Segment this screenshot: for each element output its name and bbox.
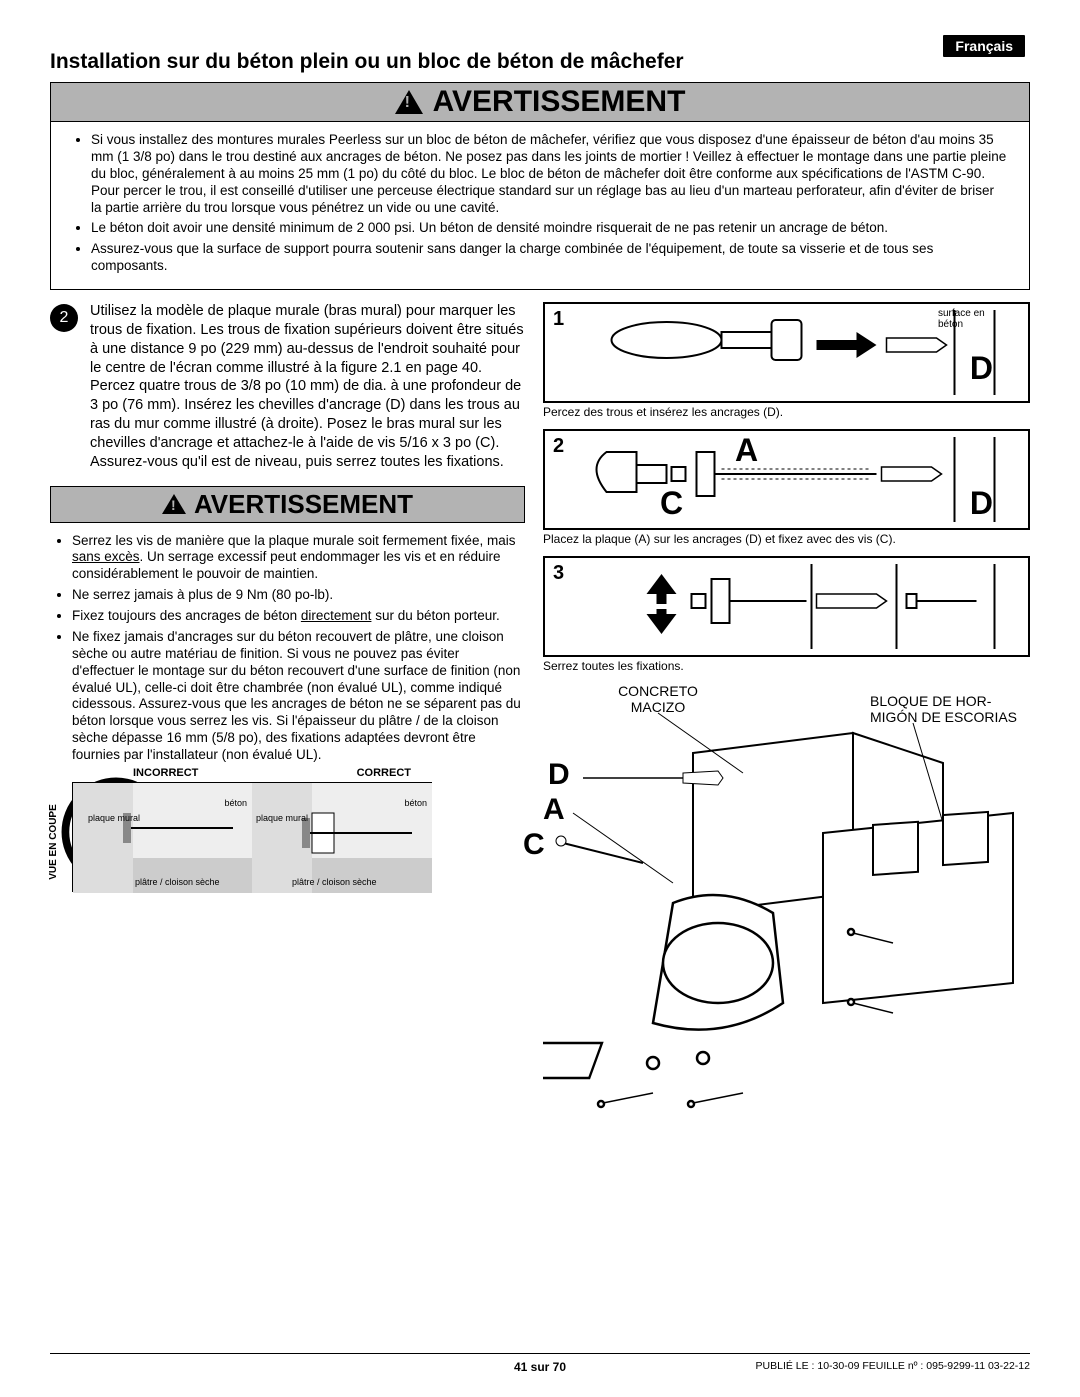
surface-label: surface en béton [938,308,993,330]
lower-diagram: CONCRETO MACIZO BLOQUE DE HOR-MIGÓN DE E… [543,683,1030,1123]
anno-beton: béton [224,798,247,808]
fig3-caption: Serrez toutes les fixations. [543,659,1030,673]
publication-info: PUBLIÉ LE : 10-30-09 FEUILLE nº : 095-92… [756,1360,1030,1372]
warning-item: Ne fixez jamais d'ancrages sur du béton … [72,629,525,764]
correct-panel: CORRECT plaque mural béton plâtre / cloi… [252,782,432,892]
figure-3: 3 [543,556,1030,657]
warning-bar-1: AVERTISSEMENT [50,82,1030,122]
warning-box-1: Si vous installez des montures murales P… [50,122,1030,290]
warning-bar-2: AVERTISSEMENT [50,486,525,523]
warning-item: Assurez-vous que la surface de support p… [91,241,1007,275]
language-badge: Français [943,35,1025,57]
fig2-caption: Placez la plaque (A) sur les ancrages (D… [543,532,1030,546]
page-number: 41 sur 70 [514,1360,566,1374]
letter-d: D [970,485,993,522]
letter-a: A [735,432,758,469]
figure-1: 1 surface en bét [543,302,1030,403]
page-footer: 41 sur 70 PUBLIÉ LE : 10-30-09 FEUILLE n… [50,1353,1030,1372]
anno-platre: plâtre / cloison sèche [292,877,377,887]
letter-c: C [523,828,545,862]
step-text: Utilisez la modèle de plaque murale (bra… [90,302,525,472]
incorrect-panel: INCORRECT plaque mural [72,782,252,892]
correct-label: CORRECT [357,767,411,779]
warning-icon [395,90,423,114]
letter-c: C [660,485,683,522]
main-title: Installation sur du béton plein ou un bl… [50,50,1030,74]
warning-box-2: Serrez les vis de manière que la plaque … [50,523,525,764]
step-number: 2 [50,304,78,332]
warning-item: Serrez les vis de manière que la plaque … [72,533,525,584]
letter-d: D [970,350,993,387]
warning-item: Fixez toujours des ancrages de béton dir… [72,608,525,625]
fig1-caption: Percez des trous et insérez les ancrages… [543,405,1030,419]
anno-beton: béton [404,798,427,808]
figure-2: 2 [543,429,1030,530]
warning-item: Si vous installez des montures murales P… [91,132,1007,216]
anno-plaque: plaque mural [88,813,140,823]
anno-platre: plâtre / cloison sèche [135,877,220,887]
vertical-label: VUE EN COUPE [48,782,59,902]
warning-label: AVERTISSEMENT [194,489,413,520]
warning-label: AVERTISSEMENT [433,85,686,119]
warning-icon [162,494,186,514]
step-2-block: 2 Utilisez la modèle de plaque murale (b… [50,302,525,472]
warning-item: Le béton doit avoir une densité minimum … [91,220,1007,237]
warning-item: Ne serrez jamais à plus de 9 Nm (80 po-l… [72,587,525,604]
anno-plaque: plaque mural [256,813,308,823]
cross-section-diagram: VUE EN COUPE INCORRECT [50,782,525,912]
